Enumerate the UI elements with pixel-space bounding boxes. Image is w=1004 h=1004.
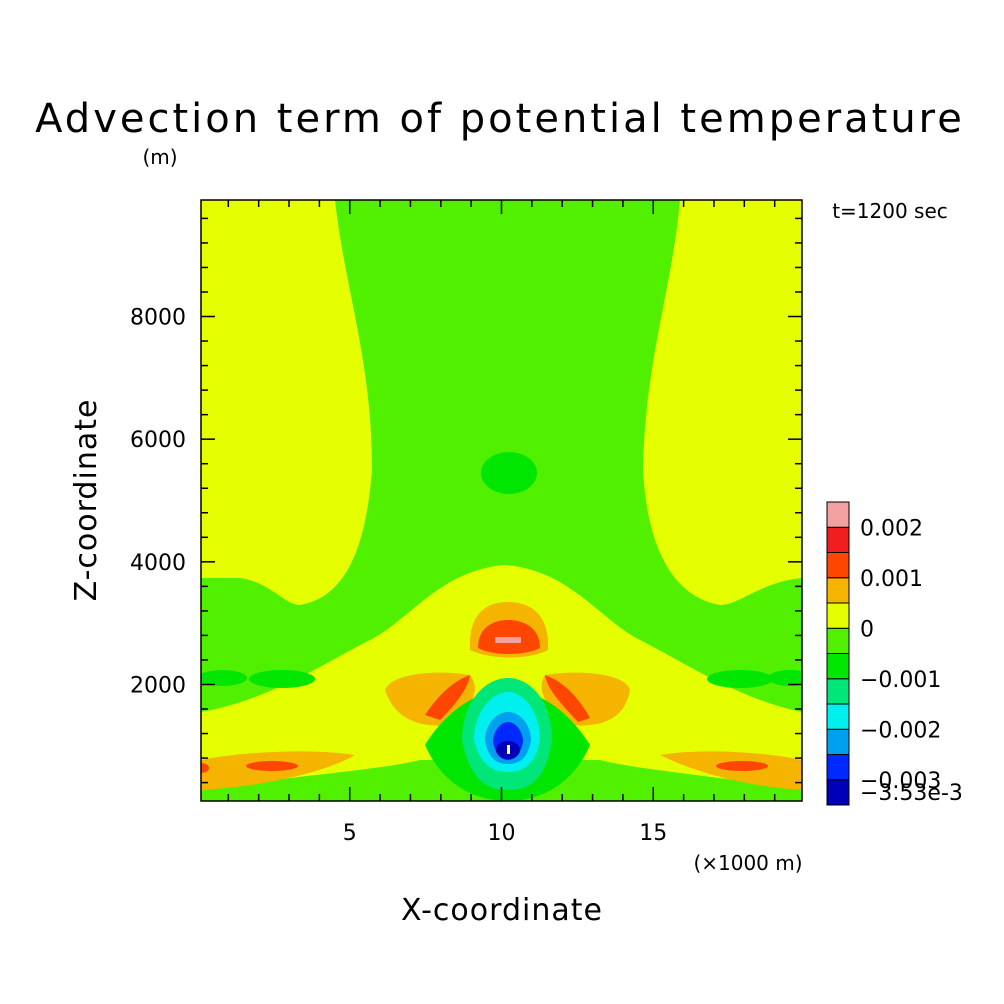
field-blob-green-left-1 [201,670,247,686]
field-blob-red-left [246,761,298,771]
colorbar-swatch [826,678,850,705]
plot-area [201,200,802,801]
colorbar-label: −0.002 [860,718,941,743]
y-tick-label: 4000 [130,551,186,576]
field-band-orange-right [660,751,802,790]
field-blob-green-upper [481,452,537,494]
colorbar-swatch [826,552,850,579]
colorbar-swatch [826,728,850,755]
y-axis-unit: (m) [142,145,177,169]
axis-ticks [201,200,802,801]
colorbar-swatch [826,653,850,680]
y-tick-labels: 2000 4000 6000 8000 [130,306,186,699]
y-tick-label: 8000 [130,306,186,331]
x-axis-label: X-coordinate [401,893,603,928]
field-core-center [507,745,510,754]
colorbar-swatch [826,754,850,781]
field-blob-red-left-edge [201,763,209,773]
field-blob-green-right-2 [768,670,802,686]
x-tick-label: 15 [639,821,667,846]
colorbar-swatch [826,779,850,806]
field-blob-red-right [716,761,768,771]
y-axis-label: Z-coordinate [69,399,104,602]
colorbar-label: −0.001 [860,668,941,693]
colorbar-label: −3.53e-3 [860,781,963,806]
field-cell-pink-top [495,637,521,643]
colorbar-swatch [826,501,850,528]
colorbar-label: −0.003 [860,769,941,794]
colorbar-label: 0.002 [860,516,923,541]
colorbar-swatch [826,526,850,553]
x-axis-unit: (×1000 m) [693,851,802,875]
field-wing-red-right [545,675,590,722]
field-blob-green-right-1 [707,670,773,688]
y-tick-label: 2000 [130,673,186,698]
y-tick-label: 6000 [130,428,186,453]
colorbar-swatch [826,627,850,654]
colorbar-swatch [826,602,850,629]
x-tick-label: 10 [488,821,516,846]
time-annotation: t=1200 sec [832,199,948,223]
chart-title: Advection term of potential temperature [35,96,965,142]
colorbar-label: 0 [860,617,874,642]
colorbar-swatch [826,703,850,730]
field-blob-green-left-2 [249,670,315,688]
colorbar-label: 0.001 [860,567,923,592]
x-tick-labels: 5 10 15 [343,821,668,846]
colorbar: −3.53e-3−0.003 −0.002 −0.001 0 0.001 0.002 [826,501,963,806]
field-wing-red-left [425,675,470,720]
colorbar-swatch [826,577,850,604]
x-tick-label: 5 [343,821,357,846]
